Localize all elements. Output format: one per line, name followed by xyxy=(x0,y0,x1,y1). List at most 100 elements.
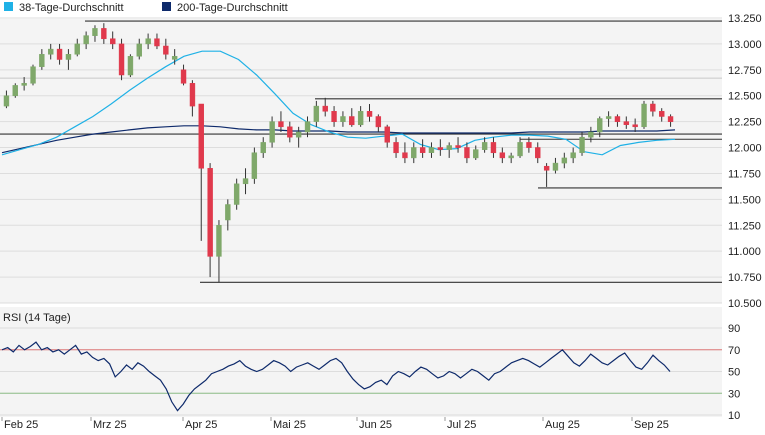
price-tick-label: 11.750 xyxy=(728,168,761,180)
candle-down xyxy=(180,69,187,84)
candle-up xyxy=(570,152,576,159)
candle-up xyxy=(233,183,240,205)
candle-down xyxy=(287,126,293,138)
candle-up xyxy=(295,131,302,138)
x-tick-label: Mrz 25 xyxy=(93,419,127,430)
candle-up xyxy=(251,152,258,179)
candle-up xyxy=(30,66,36,84)
price-tick-label: 12.250 xyxy=(728,117,762,129)
candle-down xyxy=(207,168,213,257)
candle-up xyxy=(65,54,72,60)
candle-up xyxy=(552,162,559,171)
candle-up xyxy=(313,105,320,122)
candle-up xyxy=(473,149,479,159)
candle-up xyxy=(428,147,435,153)
candles-group xyxy=(3,23,674,283)
candle-up xyxy=(3,95,10,107)
candle-down xyxy=(393,142,399,154)
x-tick-label: Apr 25 xyxy=(185,419,217,430)
sma38-line-group xyxy=(1,50,676,156)
candle-up xyxy=(357,111,364,126)
x-tick-label: Sep 25 xyxy=(634,419,669,430)
candle-up xyxy=(74,43,80,55)
rsi-tick-label: 90 xyxy=(728,323,740,335)
legend-swatch-200 xyxy=(162,2,171,11)
candle-down xyxy=(614,116,621,122)
candle-down xyxy=(101,28,107,40)
candle-down xyxy=(349,116,355,126)
candle-up xyxy=(171,56,178,60)
candle-down xyxy=(650,103,656,112)
candle-down xyxy=(632,124,638,128)
price-tick-label: 11.250 xyxy=(728,220,761,232)
candle-down xyxy=(499,152,506,159)
candle-up xyxy=(12,85,18,97)
candle-down xyxy=(163,45,169,55)
candle-up xyxy=(641,103,647,128)
candle-down xyxy=(366,111,373,117)
price-tick-label: 13.000 xyxy=(728,39,762,51)
rsi-tick-label: 50 xyxy=(728,367,740,379)
candle-up xyxy=(225,204,231,221)
candle-down xyxy=(384,126,390,143)
candle-down xyxy=(623,121,630,125)
support-resistance-levels xyxy=(0,20,722,283)
candle-up xyxy=(517,142,523,157)
candle-down xyxy=(331,111,337,122)
x-tick-label: Aug 25 xyxy=(545,419,580,430)
candle-down xyxy=(402,152,408,159)
candle-up xyxy=(39,54,45,67)
sma200-line xyxy=(1,125,676,154)
candle-down xyxy=(490,142,497,154)
candle-down xyxy=(659,111,665,117)
candle-up xyxy=(48,48,54,55)
candle-down xyxy=(278,121,284,128)
candle-up xyxy=(561,157,568,164)
candle-up xyxy=(92,28,98,36)
candle-down xyxy=(56,48,63,60)
candle-up xyxy=(588,131,594,138)
candle-down xyxy=(464,147,470,159)
x-tick-label: Feb 25 xyxy=(4,419,38,430)
x-tick-label: Jul 25 xyxy=(447,419,476,430)
candle-up xyxy=(127,56,134,76)
candle-down xyxy=(154,38,160,47)
candle-down xyxy=(419,147,426,153)
candle-down xyxy=(526,142,532,148)
candle-up xyxy=(597,118,603,133)
price-y-axis: 13.250 13.000 12.750 12.500 12.250 12.000 11.7… xyxy=(728,13,762,310)
candle-up xyxy=(340,116,346,122)
candle-up xyxy=(21,83,27,86)
rsi-tick-label: 10 xyxy=(728,410,740,422)
rsi-line-group xyxy=(1,341,671,412)
candle-up xyxy=(304,121,311,133)
price-tick-label: 10.500 xyxy=(728,298,762,310)
candle-down xyxy=(198,103,204,169)
legend-label-200: 200-Tage-Durchschnitt xyxy=(177,2,288,14)
price-plot-area xyxy=(0,19,722,303)
x-tick-label: Mai 25 xyxy=(273,419,306,430)
price-tick-label: 12.750 xyxy=(728,65,762,77)
price-tick-label: 12.000 xyxy=(728,143,762,155)
candle-down xyxy=(543,165,550,171)
candle-up xyxy=(260,142,266,154)
legend: 38-Tage-Durchschnitt 200-Tage-Durchschni… xyxy=(4,2,288,14)
candle-up xyxy=(216,225,222,257)
candle-up xyxy=(83,35,89,45)
candle-up xyxy=(481,142,488,150)
candle-down xyxy=(189,83,196,107)
rsi-line xyxy=(1,341,671,412)
sma38-line xyxy=(1,50,676,156)
candle-up xyxy=(145,38,151,45)
legend-swatch-38 xyxy=(4,2,13,11)
price-tick-label: 12.500 xyxy=(728,91,762,103)
candle-down xyxy=(535,147,541,159)
candle-down xyxy=(110,38,116,45)
rsi-tick-label: 70 xyxy=(728,345,740,357)
rsi-y-axis: 90 70 50 30 10 xyxy=(728,323,740,422)
x-tick-label: Jun 25 xyxy=(359,419,392,430)
price-tick-label: 10.750 xyxy=(728,272,762,284)
candle-down xyxy=(667,116,674,122)
